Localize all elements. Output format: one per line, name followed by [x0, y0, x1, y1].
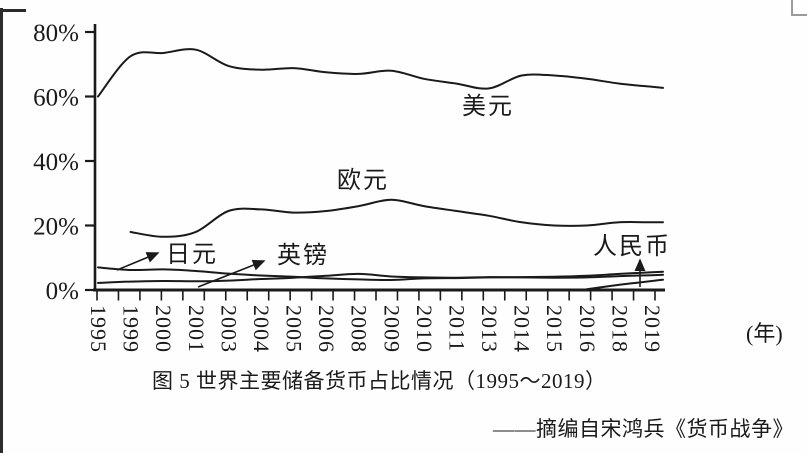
x-tick-label: 2006 — [314, 305, 339, 353]
y-tick-label: 20% — [33, 214, 79, 241]
x-tick-label: 2015 — [542, 305, 567, 353]
series-label-jpy: 日元 — [166, 242, 218, 268]
x-tick-label: 1995 — [86, 305, 111, 353]
series-pointer-arrow-gbp — [197, 259, 266, 288]
figure-source-attribution: ——摘编自宋鸿兵《货币战争》 — [493, 417, 794, 441]
x-tick-label: 2013 — [477, 305, 502, 353]
series-line-jpy — [97, 266, 664, 282]
series-label-cny: 人民币 — [593, 234, 671, 260]
series-label-eur: 欧元 — [337, 167, 389, 194]
x-tick-label: 2009 — [379, 305, 404, 353]
x-tick-label: 2018 — [607, 305, 632, 353]
x-tick-label: 1999 — [119, 305, 144, 353]
series-line-gbp — [97, 272, 664, 284]
x-tick-label: 2005 — [282, 305, 307, 353]
scan-edge-artifact-vertical — [0, 8, 3, 453]
y-tick-label: 40% — [33, 149, 79, 176]
x-tick-label: 2000 — [151, 305, 176, 353]
page-corner-mark-horizontal — [791, 14, 807, 16]
x-tick-label: 2010 — [412, 305, 437, 353]
y-tick-label: 80% — [33, 20, 79, 47]
x-tick-label: 2008 — [347, 305, 372, 353]
series-label-gbp: 英镑 — [277, 242, 329, 269]
scan-edge-artifact-horizontal — [0, 9, 26, 12]
x-axis-unit-label: (年) — [746, 321, 783, 346]
x-tick-label: 2003 — [216, 305, 241, 353]
series-label-usd: 美元 — [462, 93, 514, 120]
x-tick-label: 2014 — [510, 305, 535, 353]
x-tick-label: 2011 — [444, 305, 469, 352]
x-tick-label: 2004 — [249, 305, 274, 353]
series-pointer-arrow-jpy — [116, 252, 160, 271]
series-line-eur — [129, 198, 664, 238]
y-tick-label: 0% — [46, 278, 79, 305]
x-tick-label: 2001 — [184, 305, 209, 353]
x-tick-label: 2019 — [640, 305, 665, 353]
x-tick-label: 2016 — [575, 305, 600, 353]
page-corner-mark-vertical — [791, 0, 793, 15]
figure-caption: 图 5 世界主要储备货币占比情况（1995～2019） — [152, 369, 607, 393]
y-tick-label: 60% — [33, 85, 79, 112]
series-line-cny — [585, 278, 664, 291]
series-line-usd — [97, 48, 664, 98]
